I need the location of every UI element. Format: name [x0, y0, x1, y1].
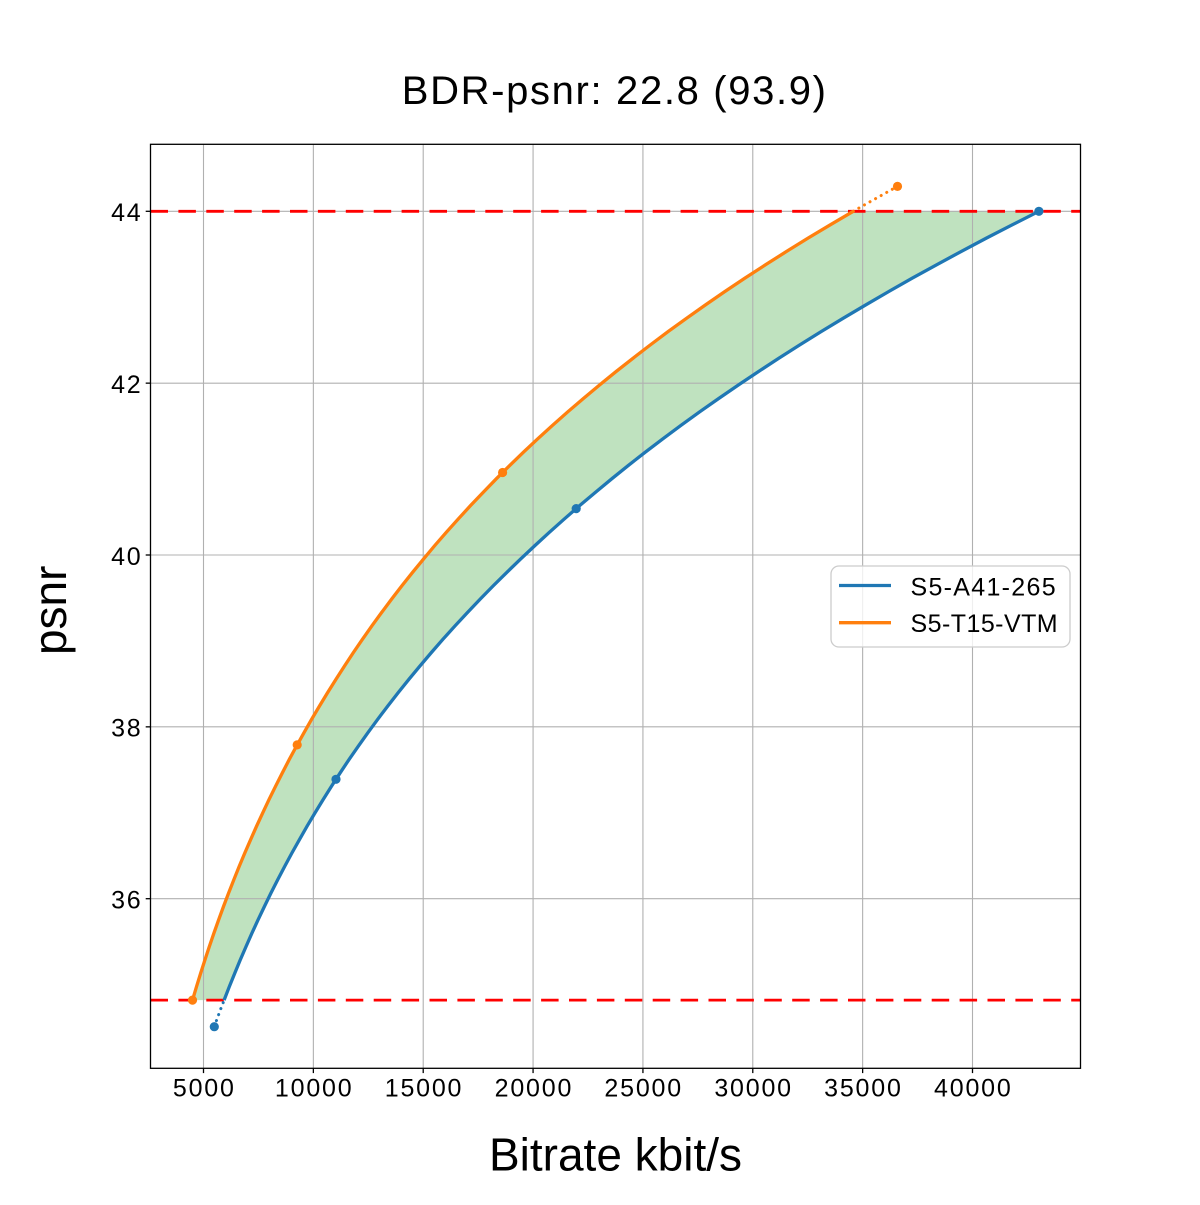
svg-text:25000: 25000: [604, 1074, 683, 1102]
svg-text:BDR-psnr: 22.8 (93.9): BDR-psnr: 22.8 (93.9): [402, 69, 828, 113]
svg-text:S5-T15-VTM: S5-T15-VTM: [911, 610, 1059, 638]
svg-text:40: 40: [111, 543, 142, 571]
svg-text:S5-A41-265: S5-A41-265: [911, 573, 1057, 601]
svg-text:psnr: psnr: [24, 566, 76, 655]
svg-text:30000: 30000: [714, 1074, 793, 1102]
svg-text:44: 44: [111, 199, 142, 227]
svg-text:Bitrate kbit/s: Bitrate kbit/s: [489, 1129, 742, 1181]
svg-text:5000: 5000: [173, 1074, 236, 1102]
svg-text:20000: 20000: [495, 1074, 574, 1102]
svg-text:10000: 10000: [275, 1074, 354, 1102]
svg-text:40000: 40000: [934, 1074, 1013, 1102]
svg-text:36: 36: [111, 887, 142, 915]
svg-text:38: 38: [111, 715, 142, 743]
svg-text:35000: 35000: [824, 1074, 903, 1102]
svg-text:42: 42: [111, 371, 142, 399]
svg-text:15000: 15000: [385, 1074, 464, 1102]
